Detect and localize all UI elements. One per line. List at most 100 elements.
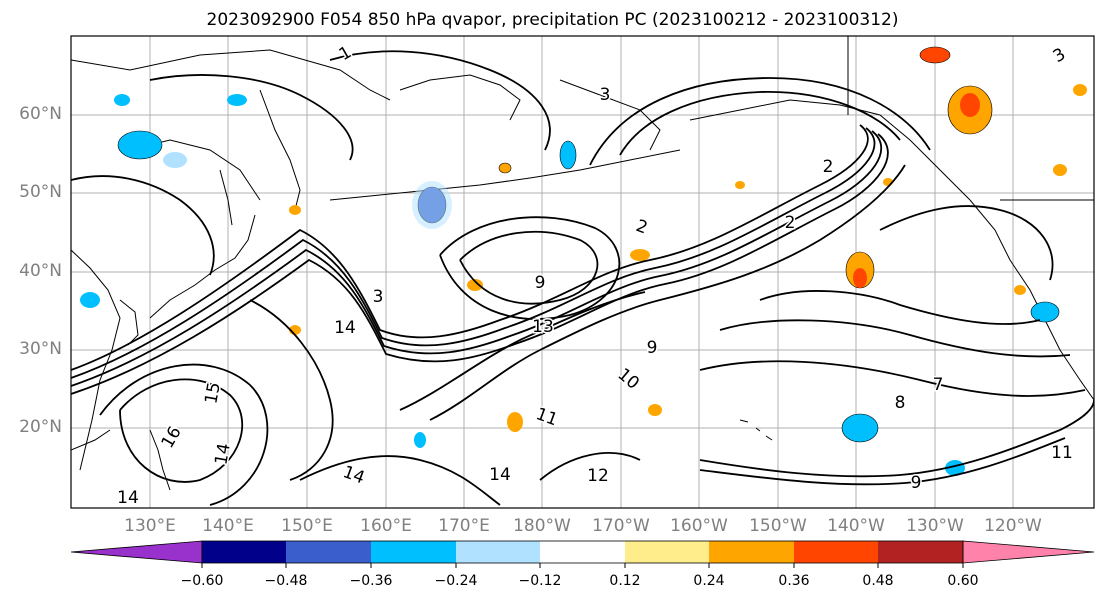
contour-label: 2 <box>785 213 796 233</box>
contour-line <box>699 360 1086 397</box>
contour-line <box>71 124 869 371</box>
contour-line <box>249 299 334 481</box>
contour-label: 8 <box>895 393 906 413</box>
colorbar-swatch <box>371 541 456 563</box>
precip-patch <box>853 268 867 288</box>
colorbar-swatch <box>70 540 203 564</box>
precip-patch <box>841 413 879 443</box>
precip-patch <box>960 93 980 117</box>
precip-patch <box>498 162 512 174</box>
lon-tick-label: 150°E <box>281 516 333 536</box>
coast-china <box>71 249 121 471</box>
map-frame <box>70 35 1095 509</box>
contour-line <box>719 319 1071 358</box>
precip-patch <box>648 404 662 416</box>
contour-label: 9 <box>535 273 546 293</box>
contour-line <box>99 363 269 506</box>
contour-line <box>329 50 551 151</box>
colorbar-label: 0.24 <box>693 573 725 589</box>
contour-line <box>399 291 646 411</box>
contour-line <box>119 378 244 483</box>
hawaii <box>739 419 773 441</box>
colorbar-label: −0.60 <box>180 573 224 589</box>
contour-line <box>71 127 876 379</box>
contour-line <box>589 77 931 166</box>
coast-sakhalin <box>219 169 233 226</box>
colorbar-swatch <box>456 541 540 563</box>
precip-patch <box>1053 164 1067 176</box>
precip-patch <box>1073 84 1087 96</box>
coast-china-south <box>71 429 111 451</box>
lon-tick-label: 150°W <box>749 516 807 536</box>
lon-tick-label: 170°E <box>438 516 490 536</box>
precip-patch <box>412 181 452 229</box>
colorbar-label: −0.36 <box>349 573 393 589</box>
precip-patch <box>467 279 483 291</box>
coast-japan <box>149 214 256 319</box>
contour-label: 7 <box>933 375 944 395</box>
contour-label: 9 <box>911 473 922 493</box>
lon-tick-label: 140°W <box>827 516 885 536</box>
contour-line <box>149 74 354 161</box>
colorbar-label: −0.12 <box>518 573 562 589</box>
lon-tick-label: 130°W <box>906 516 964 536</box>
aleutian-chain <box>329 149 681 201</box>
contour-line <box>439 216 621 320</box>
coast-chukotka <box>399 74 521 121</box>
lon-tick-label: 120°W <box>984 516 1042 536</box>
contour-line <box>71 133 889 395</box>
precipitation-fill <box>80 46 1087 476</box>
colorbar-label: −0.24 <box>434 573 478 589</box>
colorbar-label: 0.12 <box>609 573 641 589</box>
contour-line <box>879 205 1054 281</box>
coast-korea <box>119 299 139 346</box>
contour-label: 12 <box>587 466 609 486</box>
colorbar-label: 0.60 <box>947 573 979 589</box>
colorbar-label: 0.36 <box>778 573 810 589</box>
contour-line <box>539 452 641 481</box>
contour-label: 11 <box>1051 443 1073 463</box>
colorbar-swatch <box>625 541 709 563</box>
colorbar <box>70 540 1095 568</box>
contour-line <box>459 230 599 305</box>
precip-patch <box>114 94 130 106</box>
precip-patch <box>289 205 301 215</box>
precip-patch <box>559 140 577 170</box>
contour-label: 15 <box>201 381 224 406</box>
contour-label: 3 <box>600 85 611 105</box>
graticule <box>71 36 1094 508</box>
qvapor-contours <box>71 50 1094 506</box>
colorbar-swatch <box>794 541 878 563</box>
contour-line <box>71 175 215 276</box>
precip-patch <box>163 152 187 168</box>
lat-tick-label: 30°N <box>19 339 62 359</box>
lon-tick-label: 180°W <box>513 516 571 536</box>
colorbar-swatch <box>709 541 794 563</box>
colorbar-swatch <box>286 541 371 563</box>
lat-tick-label: 50°N <box>19 182 62 202</box>
colorbar-frame <box>201 540 964 564</box>
contour-label: 14 <box>334 318 356 338</box>
lat-tick-label: 20°N <box>19 417 62 437</box>
lon-tick-label: 130°E <box>124 516 176 536</box>
lon-tick-label: 170°W <box>592 516 650 536</box>
contour-line <box>699 399 1094 478</box>
lat-tick-label: 60°N <box>19 104 62 124</box>
contour-label: 14 <box>489 465 511 485</box>
colorbar-swatch <box>878 541 963 563</box>
coast-siberia <box>71 49 391 101</box>
precip-patch <box>1014 285 1026 295</box>
colorbar-swatch <box>540 541 625 563</box>
precip-patch <box>414 432 426 448</box>
precip-patch <box>227 94 247 106</box>
contour-label: 2 <box>823 157 834 177</box>
contour-label: 14 <box>117 488 139 508</box>
colorbar-label: 0.48 <box>862 573 894 589</box>
contour-label: 3 <box>373 287 384 307</box>
precip-patch <box>507 412 523 432</box>
colorbar-label: −0.48 <box>264 573 308 589</box>
contour-label: 14 <box>211 442 234 467</box>
colorbar-swatch <box>962 540 1095 564</box>
